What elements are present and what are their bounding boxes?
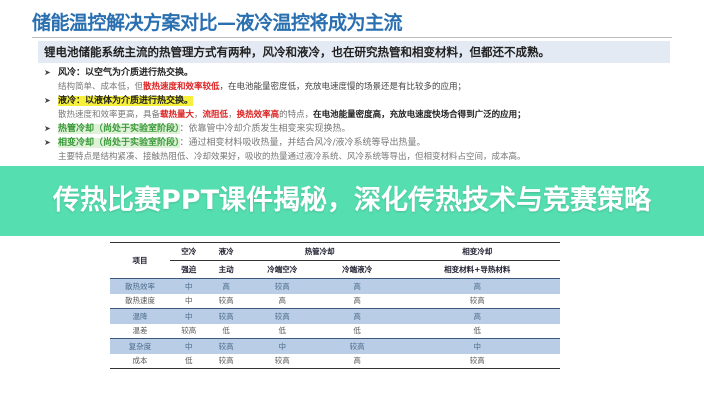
table-cell: 中: [184, 296, 193, 306]
table-cell: 较高: [394, 353, 560, 369]
col-group: 空冷: [170, 242, 208, 261]
arrow-bullet-icon: ➤: [44, 96, 51, 105]
t: 的特点，: [279, 110, 314, 120]
row-label: 复杂度: [110, 338, 170, 354]
t: 结构简单、成本低，但: [58, 82, 144, 92]
arrow-bullet-icon: ➤: [44, 124, 51, 133]
table-cell: 较高: [244, 353, 320, 369]
table-cell: 高: [319, 278, 395, 294]
table-cell: 低: [278, 326, 287, 336]
table-cell: 较高: [181, 326, 197, 336]
t: 载热量大: [160, 110, 195, 120]
liquid-cooling-heading: ➤ 液冷：以液体为介质进行热交换。: [44, 95, 194, 107]
col-sub: 强迫: [170, 260, 208, 279]
table-cell: 高: [319, 353, 395, 369]
table-cell: 较高: [218, 296, 234, 306]
table-cell: 低: [170, 353, 208, 369]
table-cell: 低: [473, 326, 482, 336]
col-sub: 相变材料+导热材料: [394, 260, 560, 279]
table-cell: 中: [170, 308, 208, 324]
table-row: 成本低较高 较高高较高: [110, 353, 560, 369]
arrow-bullet-icon: ➤: [44, 68, 51, 77]
t: 流阻低: [202, 110, 229, 120]
t: 散热速度和效率更高，具备: [58, 110, 161, 120]
t: 换热效率高: [236, 110, 280, 120]
phase-change-heading: ➤ 相变冷却（尚处于实验室阶段）：通过相变材料吸收热量，并结合风冷/液冷系统等导出…: [44, 137, 426, 149]
headline-overlay: 传热比赛PPT课件揭秘，深化传热技术与竞赛策略: [0, 166, 704, 236]
t: ：通过相变材料吸收热量，并结合风冷/液冷系统等导出热量。: [179, 138, 426, 148]
title-divider: [32, 37, 672, 38]
col-item: 项目: [110, 242, 170, 279]
table-cell: 高: [278, 296, 287, 306]
heatpipe-heading: ➤ 热管冷却（尚处于实验室阶段）：依靠管中冷却介质发生相变来实现换热。: [44, 123, 351, 135]
table-cell: 较高: [244, 308, 320, 324]
table-cell: 高: [394, 278, 560, 294]
phase-change-desc: 主要特点是结构紧凑、接触热阻低、冷却效果好，吸收的热量通过液冷系统、风冷系统等导…: [58, 152, 526, 162]
air-cooling-heading: ➤ 风冷：以空气为介质进行热交换。: [44, 67, 193, 79]
air-head: 风冷：以空气为介质进行热交换。: [58, 68, 194, 78]
liquid-cooling-desc: 散热速度和效率更高，具备载热量大，流阻低，换热效率高的特点，在电池能量密度高，充…: [58, 109, 526, 121]
col-group: 相变冷却: [394, 242, 560, 261]
comparison-table: 项目 空冷 液冷 热管冷却 相变冷却 强迫 主动 冷端空冷 冷端液冷 相变材料+…: [110, 242, 560, 369]
table-cell: 较高: [207, 353, 245, 369]
table-row: 复杂度中较高中较高中: [110, 338, 560, 354]
t: ：依靠管中冷却介质发生相变来实现换热。: [179, 124, 351, 134]
table-cell: 中: [394, 338, 560, 354]
page-title: 储能温控解决方案对比—液冷温控将成为主流: [32, 12, 403, 34]
summary-banner: 锂电池储能系统主流的热管理方式有两种，风冷和液冷，也在研究热管和相变材料，但都还…: [38, 41, 670, 63]
table-cell: 高: [207, 278, 245, 294]
table-row: 温降中较高 较高高高: [110, 308, 560, 324]
col-group: 热管冷却: [244, 242, 395, 261]
headline-text: 传热比赛PPT课件揭秘，深化传热技术与竞赛策略: [53, 185, 651, 216]
table-row: 散热效率中高较高高高: [110, 278, 560, 294]
table-cell: 高: [319, 308, 395, 324]
t: 在电池能量密度高，充放电速度快场合得到广泛的应用；: [313, 110, 526, 120]
row-label: 散热效率: [110, 278, 170, 294]
t: ，: [228, 110, 237, 120]
table-cell: 低: [222, 326, 230, 336]
col-group: 液冷: [207, 242, 245, 261]
row-label: 散热速度: [125, 296, 155, 306]
table-cell: 中: [170, 278, 208, 294]
t: 相变冷却（尚处于实验室阶段）: [58, 138, 180, 148]
col-sub: 主动: [207, 260, 245, 279]
row-label: 成本: [110, 353, 170, 369]
row-label: 温差: [132, 326, 148, 336]
table-cell: 低: [353, 326, 361, 336]
t: 散热速度和效率较低: [143, 82, 220, 92]
table-cell: 中: [244, 338, 320, 354]
air-cooling-desc: 结构简单、成本低，但散热速度和效率较低，在电池能量密度低，充放电速度慢的场景还是…: [58, 81, 466, 93]
arrow-bullet-icon: ➤: [44, 138, 51, 147]
t: 热管冷却（尚处于实验室阶段）: [58, 124, 180, 134]
table-cell: 较高: [207, 338, 245, 354]
table-cell: 中: [170, 338, 208, 354]
col-sub: 冷端液冷: [319, 260, 395, 279]
col-sub: 冷端空冷: [244, 260, 320, 279]
table-cell: 高: [353, 296, 361, 306]
t: ，: [194, 110, 203, 120]
t: ，在电池能量密度低，充放电速度慢的场景还是有比较多的应用；: [219, 82, 467, 92]
table-row: 温差 较高 低 低 低 低: [110, 324, 560, 339]
table-cell: 较高: [244, 278, 320, 294]
table-cell: 较高: [319, 338, 395, 354]
table-cell: 较高: [207, 308, 245, 324]
table-cell: 较高: [469, 296, 485, 306]
liquid-head: 液冷：以液体为介质进行热交换。: [58, 96, 194, 106]
table-cell: 高: [394, 308, 560, 324]
row-label: 温降: [110, 308, 170, 324]
table-row: 散热速度 中 较高 高 高 较高: [110, 294, 560, 309]
